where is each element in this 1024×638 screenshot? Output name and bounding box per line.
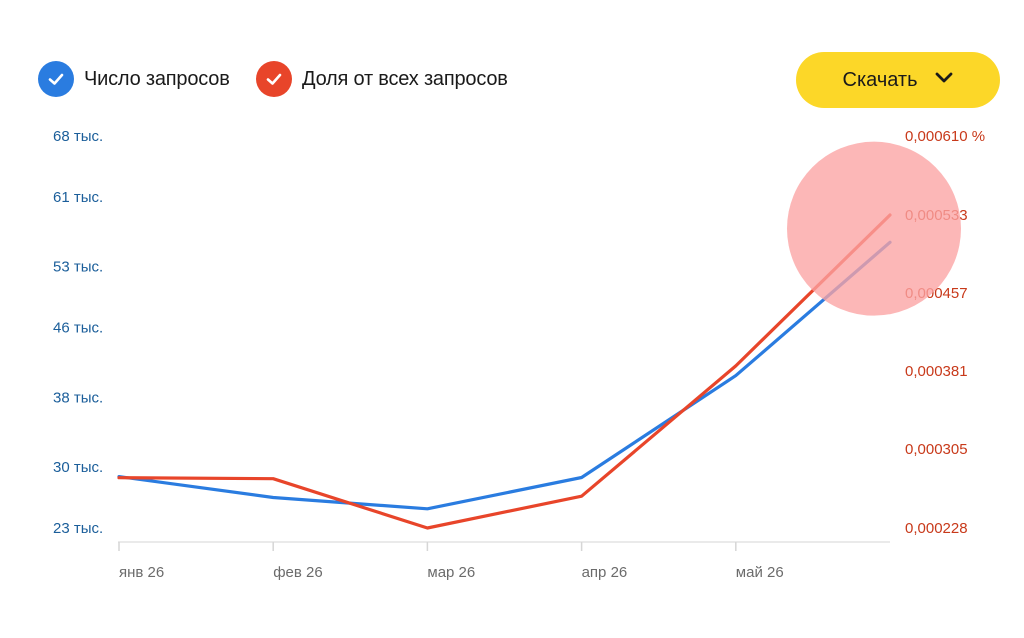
check-icon: [256, 61, 292, 97]
left-tick-label: 61 тыс.: [53, 189, 103, 206]
series-line-queries: [117, 240, 892, 511]
left-axis: 23 тыс. 30 тыс. 38 тыс. 46 тыс. 53 тыс. 61 ты…: [53, 128, 103, 537]
x-tick-label: апр 26: [582, 564, 628, 581]
legend-item-share[interactable]: Доля от всех запросов: [256, 60, 508, 98]
left-tick-label: 53 тыс.: [53, 259, 103, 276]
right-tick-label: 0,000381: [905, 363, 968, 380]
chevron-down-icon: [934, 71, 954, 90]
left-tick-label: 23 тыс.: [53, 520, 103, 537]
x-axis: янв 26 фев 26 мар 26 апр 26 май 26: [118, 541, 890, 581]
highlight-layer: [787, 141, 961, 316]
right-tick-label: 0,000305: [905, 441, 968, 458]
left-tick-label: 46 тыс.: [53, 320, 103, 337]
legend-item-queries[interactable]: Число запросов: [38, 60, 230, 98]
series-layer: [117, 213, 892, 530]
series-line-share: [117, 213, 892, 530]
x-tick-label: мар 26: [427, 564, 475, 581]
right-tick-label: 0,000610 %: [905, 128, 985, 145]
left-tick-label: 38 тыс.: [53, 389, 103, 406]
left-tick-label: 30 тыс.: [53, 459, 103, 476]
x-tick-label: май 26: [736, 564, 784, 581]
x-tick-label: янв 26: [119, 564, 164, 581]
legend-label-share: Доля от всех запросов: [302, 67, 508, 90]
download-label: Скачать: [842, 68, 918, 91]
highlight-circle: [787, 141, 961, 316]
right-tick-label: 0,000228: [905, 520, 968, 537]
download-button[interactable]: Скачать: [796, 52, 1000, 108]
legend-label-queries: Число запросов: [84, 67, 230, 90]
left-tick-label: 68 тыс.: [53, 128, 103, 145]
x-tick-label: фев 26: [273, 564, 323, 581]
check-icon: [38, 61, 74, 97]
